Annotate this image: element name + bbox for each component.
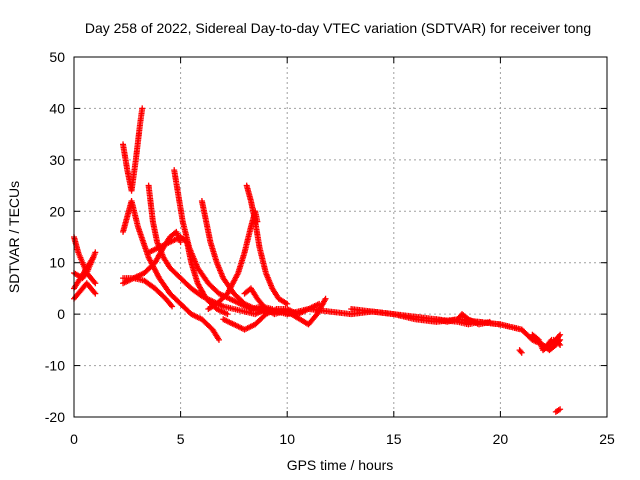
x-tick-label: 25 bbox=[599, 431, 615, 447]
data-point bbox=[316, 300, 323, 307]
data-point bbox=[215, 336, 222, 343]
data-point bbox=[139, 105, 146, 112]
data-point bbox=[168, 302, 175, 309]
x-tick-label: 0 bbox=[70, 431, 78, 447]
series-arc-v bbox=[544, 336, 564, 348]
data-point bbox=[557, 331, 564, 338]
chart-title: Day 258 of 2022, Sidereal Day-to-day VTE… bbox=[85, 20, 591, 36]
data-point bbox=[92, 249, 99, 256]
data-point bbox=[169, 303, 176, 310]
data-point bbox=[557, 406, 564, 413]
grid bbox=[74, 57, 607, 417]
tick-labels: 0 5 10 15 20 25 -20 -10 0 10 20 30 40 50 bbox=[45, 49, 615, 447]
data-point bbox=[556, 333, 563, 339]
data-point bbox=[486, 318, 493, 325]
series-arc-q bbox=[284, 306, 525, 333]
series-arc-p bbox=[220, 300, 323, 333]
series-arc-n bbox=[243, 182, 291, 307]
y-tick-label: 50 bbox=[49, 49, 65, 65]
data-point bbox=[547, 338, 554, 345]
data-point bbox=[224, 311, 231, 318]
data-point bbox=[518, 349, 525, 356]
y-tick-label: -10 bbox=[45, 358, 65, 374]
y-tick-label: 30 bbox=[49, 152, 65, 168]
series-arc-d bbox=[71, 254, 97, 292]
series-arc-e bbox=[120, 105, 146, 194]
series-arc-c bbox=[71, 280, 99, 302]
y-axis-label: SDTVAR / TECUs bbox=[6, 181, 22, 293]
x-tick-label: 15 bbox=[386, 431, 402, 447]
x-tick-label: 10 bbox=[279, 431, 295, 447]
data-point bbox=[322, 295, 329, 302]
x-tick-label: 20 bbox=[493, 431, 509, 447]
data-point bbox=[91, 289, 98, 296]
series-arc-h bbox=[120, 275, 176, 310]
data-point bbox=[90, 254, 97, 261]
plot-frame bbox=[73, 56, 608, 418]
y-tick-label: -20 bbox=[45, 409, 65, 425]
series-arc-s bbox=[433, 311, 493, 328]
data-point bbox=[91, 279, 98, 285]
data-point bbox=[92, 290, 99, 297]
x-tick-label: 5 bbox=[177, 431, 185, 447]
axis-ticks bbox=[73, 56, 608, 418]
data-point bbox=[517, 348, 524, 355]
data-point bbox=[177, 239, 184, 246]
y-tick-label: 0 bbox=[57, 306, 65, 322]
series-arc-w bbox=[516, 347, 525, 356]
data-point bbox=[92, 280, 99, 287]
series-arc-x bbox=[552, 406, 564, 415]
y-tick-label: 10 bbox=[49, 255, 65, 271]
data-point bbox=[284, 300, 291, 307]
y-tick-label: 20 bbox=[49, 203, 65, 219]
data-points bbox=[71, 105, 564, 415]
data-point bbox=[556, 340, 563, 347]
y-tick-label: 40 bbox=[49, 100, 65, 116]
x-axis-label: GPS time / hours bbox=[287, 457, 394, 473]
data-point bbox=[557, 342, 564, 348]
series-arc-m bbox=[205, 208, 261, 312]
